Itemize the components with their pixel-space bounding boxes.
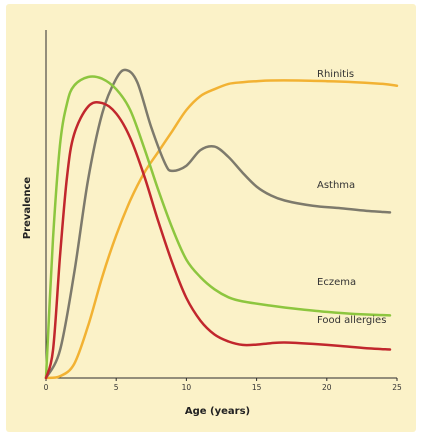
x-tick-label-10: 10 [182,383,192,392]
eczema-line [44,75,392,380]
x-tick-label-5: 5 [114,383,119,392]
food-allergies-line [44,101,392,380]
rhinitis-line [44,79,399,380]
x-tick-label-15: 15 [252,383,262,392]
chart-panel [6,4,416,432]
rhinitis-label: Rhinitis [317,69,354,80]
x-tick-label-20: 20 [322,383,332,392]
x-tick-label-0: 0 [44,383,49,392]
eczema-label: Eczema [317,277,356,288]
x-axis-title: Age (years) [185,406,250,417]
axes [45,30,397,379]
series-lines [44,68,399,380]
y-axis-title: Prevalence [22,177,33,240]
x-ticks: 0 5 10 15 20 25 [44,378,402,392]
food-allergies-label: Food allergies [317,315,386,326]
asthma-line [44,68,392,380]
x-tick-label-25: 25 [392,383,402,392]
series-labels: Rhinitis Asthma Eczema Food allergies [317,69,386,326]
asthma-label: Asthma [317,180,355,191]
